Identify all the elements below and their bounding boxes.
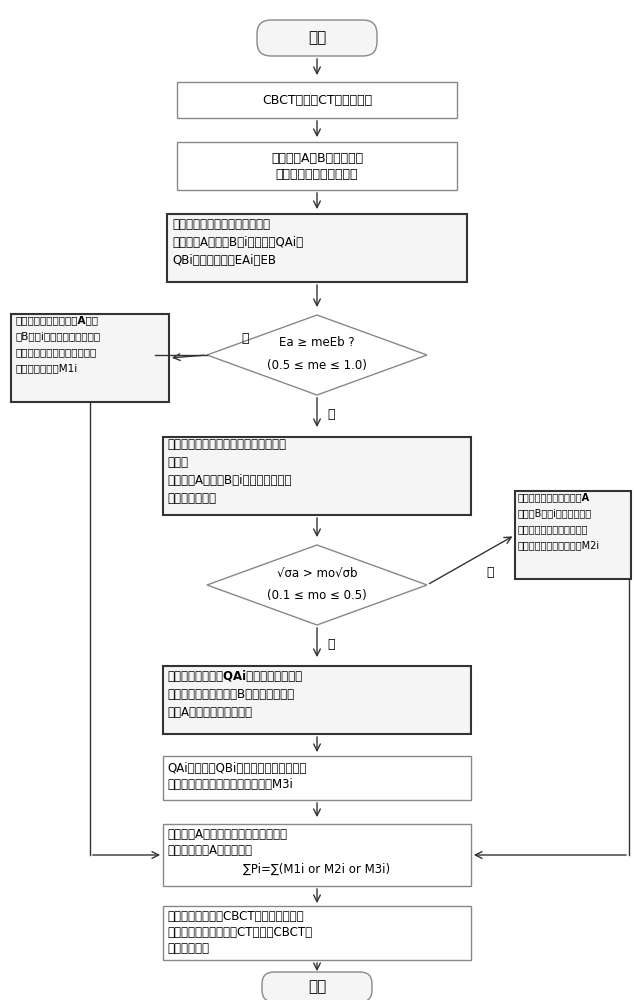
- Polygon shape: [207, 315, 427, 395]
- Text: QAi邻域参照QBi邻域进行直方图校正配: QAi邻域参照QBi邻域进行直方图校正配: [167, 762, 306, 774]
- Text: ∑Pi=∑(M1i or M2i or M3i): ∑Pi=∑(M1i or M2i or M3i): [243, 862, 391, 876]
- Text: (0.1 ≤ mo ≤ 0.5): (0.1 ≤ mo ≤ 0.5): [267, 588, 367, 601]
- Text: √σa > mo√σb: √σa > mo√σb: [277, 566, 357, 580]
- Text: 图像A邻域灰度均值的比值: 图像A邻域灰度均值的比值: [167, 706, 252, 720]
- Text: 与图像B的第i个控制点邻域: 与图像B的第i个控制点邻域: [518, 508, 592, 518]
- Text: 是: 是: [242, 332, 249, 344]
- Text: 邻域为暗区，进入第二级评价（伪影评: 邻域为暗区，进入第二级评价（伪影评: [167, 438, 286, 452]
- Text: 比较图像A与图像B第i个控制点邻域灰: 比较图像A与图像B第i个控制点邻域灰: [167, 475, 292, 488]
- FancyBboxPatch shape: [257, 20, 377, 56]
- FancyBboxPatch shape: [167, 214, 467, 282]
- FancyBboxPatch shape: [177, 82, 457, 118]
- Text: 汇总图像A的所有控制点邻域的形变矩: 汇总图像A的所有控制点邻域的形变矩: [167, 828, 287, 842]
- Text: 邻域为非暗区，对图像A与图: 邻域为非暗区，对图像A与图: [15, 315, 98, 325]
- Text: 邻域为非伪影区，对图像A: 邻域为非伪影区，对图像A: [518, 492, 590, 502]
- FancyBboxPatch shape: [163, 666, 471, 734]
- Text: 开始: 开始: [308, 30, 326, 45]
- Text: (0.5 ≤ me ≤ 1.0): (0.5 ≤ me ≤ 1.0): [267, 359, 367, 371]
- FancyBboxPatch shape: [163, 437, 471, 515]
- Text: 邻域为伪影区，对QAi邻域灰度进行局部: 邻域为伪影区，对QAi邻域灰度进行局部: [167, 670, 302, 684]
- Text: 否: 否: [327, 408, 335, 422]
- Text: CBCT图像与CT图像预处理: CBCT图像与CT图像预处理: [262, 94, 372, 106]
- Text: 进入第一级评价（暗区评价）：: 进入第一级评价（暗区评价）：: [172, 219, 270, 232]
- Text: 方图校正配准，得到局部控制: 方图校正配准，得到局部控制: [15, 347, 96, 357]
- Text: 建立图像A与B局部控制点: 建立图像A与B局部控制点: [271, 151, 363, 164]
- FancyBboxPatch shape: [515, 491, 631, 579]
- Text: QBi邻域灰度均值EAi与EB: QBi邻域灰度均值EAi与EB: [172, 254, 276, 267]
- Text: Ea ≥ meEb ?: Ea ≥ meEb ?: [279, 336, 355, 350]
- FancyBboxPatch shape: [262, 972, 372, 1000]
- Text: 放大，放大系数为图像B邻域灰度均值与: 放大，放大系数为图像B邻域灰度均值与: [167, 688, 294, 702]
- Text: 对所有待配准层的CBCT图像进行局部灰: 对所有待配准层的CBCT图像进行局部灰: [167, 910, 304, 922]
- Text: 准，得到局部控制点邻域形变矩阵M3i: 准，得到局部控制点邻域形变矩阵M3i: [167, 778, 293, 790]
- Polygon shape: [207, 545, 427, 625]
- Text: 结束: 结束: [308, 980, 326, 994]
- Text: 是: 是: [486, 566, 494, 578]
- FancyBboxPatch shape: [177, 142, 457, 190]
- Text: 价）：: 价）：: [167, 456, 188, 470]
- Text: 比较图像A与图像B第i个控制点QAi、: 比较图像A与图像B第i个控制点QAi、: [172, 236, 303, 249]
- Text: 像的形变配准: 像的形变配准: [167, 942, 209, 954]
- Text: 局部控制点邻域形变矩阵M2i: 局部控制点邻域形变矩阵M2i: [518, 540, 600, 550]
- Text: 进行线性灰度值映射，得到: 进行线性灰度值映射，得到: [518, 524, 588, 534]
- Text: 度均方差平方根: 度均方差平方根: [167, 492, 216, 506]
- Text: 像B的第i个控制点邻域进行直: 像B的第i个控制点邻域进行直: [15, 331, 100, 341]
- FancyBboxPatch shape: [163, 824, 471, 886]
- FancyBboxPatch shape: [163, 756, 471, 800]
- Text: 并确定控制点邻域与尺寸: 并确定控制点邻域与尺寸: [276, 167, 358, 180]
- Text: 阵，得到图像A的形变矩阵: 阵，得到图像A的形变矩阵: [167, 844, 252, 857]
- Text: 否: 否: [327, 639, 335, 652]
- Text: 度校正配准，完成一组CT与一组CBCT图: 度校正配准，完成一组CT与一组CBCT图: [167, 926, 312, 938]
- Text: 点邻域形变矩阵M1i: 点邻域形变矩阵M1i: [15, 363, 77, 373]
- FancyBboxPatch shape: [163, 906, 471, 960]
- FancyBboxPatch shape: [11, 314, 169, 402]
